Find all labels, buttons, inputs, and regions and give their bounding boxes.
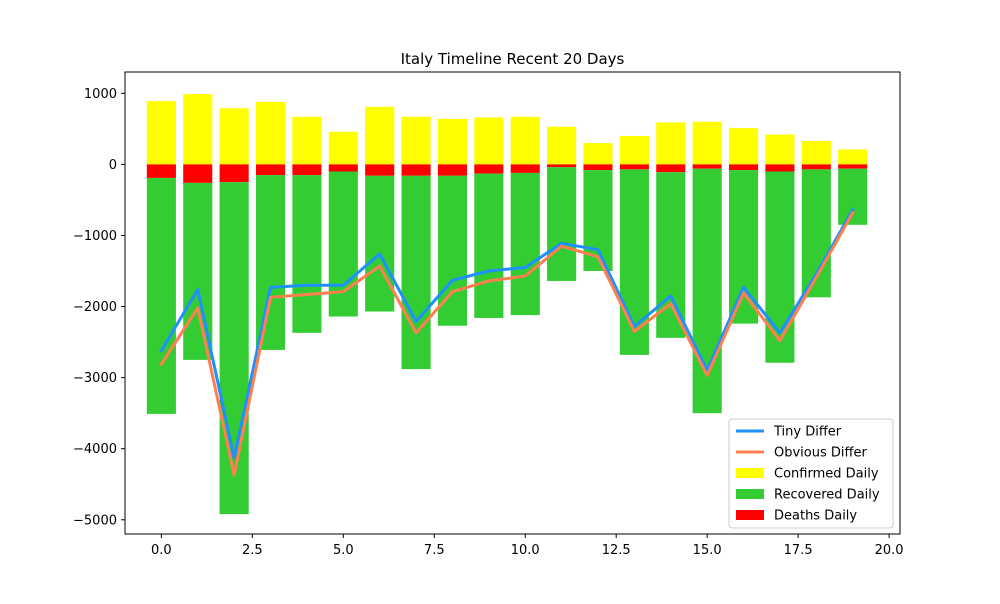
bars-layer: [146, 94, 868, 515]
deaths-bar: [547, 164, 577, 168]
y-tick-label: −4000: [73, 442, 117, 457]
confirmed-bar: [219, 108, 249, 165]
confirmed-bar: [510, 116, 540, 165]
recovered-bar: [219, 182, 249, 515]
legend-box: [728, 418, 894, 529]
axes-layer: 0.0 2.5 5.0 7.5 10.0 12.5 15.0 17.5 20.0 1000 0 −10…: [73, 71, 904, 558]
recovered-bar: [328, 171, 358, 317]
confirmed-bar: [728, 128, 759, 165]
deaths-bar: [474, 164, 504, 174]
deaths-bar: [692, 164, 722, 169]
deaths-bar: [838, 164, 868, 169]
deaths-bar: [765, 164, 795, 172]
y-tick-label: 0: [109, 158, 117, 173]
y-tick-label: −3000: [73, 371, 117, 386]
recovered-bar: [510, 172, 540, 316]
recovered-bar: [255, 175, 286, 350]
deaths-bar: [255, 164, 286, 176]
deaths-bar: [183, 164, 213, 183]
legend-patch-swatch: [736, 468, 764, 478]
confirmed-bar: [401, 116, 431, 165]
legend-patch-swatch: [736, 489, 764, 499]
legend-label: Obvious Differ: [774, 446, 867, 461]
deaths-bar: [219, 164, 249, 183]
confirmed-bar: [692, 121, 722, 165]
recovered-bar: [474, 173, 504, 318]
tiny-differ-line: [159, 207, 855, 460]
y-tick-label: 1000: [84, 87, 117, 102]
confirmed-bar: [255, 101, 286, 165]
legend-label: Deaths Daily: [774, 509, 857, 524]
confirmed-bar: [801, 140, 831, 165]
legend-label: Recovered Daily: [774, 488, 880, 503]
x-tick-label: 2.5: [242, 543, 263, 558]
recovered-bar: [146, 177, 176, 414]
plot-frame: [124, 71, 901, 535]
legend-patch-swatch: [736, 510, 764, 520]
chart-title: Italy Timeline Recent 20 Days: [401, 50, 625, 68]
deaths-bar: [656, 164, 686, 173]
confirmed-bar: [474, 117, 504, 165]
deaths-bar: [619, 164, 649, 170]
x-tick-label: 12.5: [602, 543, 631, 558]
deaths-bar: [292, 164, 322, 176]
confirmed-bar: [656, 122, 686, 165]
x-tick-label: 20.0: [875, 543, 904, 558]
confirmed-bar: [365, 106, 395, 165]
deaths-bar: [583, 164, 613, 171]
deaths-bar: [401, 164, 431, 176]
deaths-bar: [365, 164, 395, 176]
confirmed-bar: [838, 149, 868, 165]
deaths-bar: [728, 164, 759, 171]
confirmed-bar: [292, 116, 322, 165]
confirmed-bar: [183, 94, 213, 165]
recovered-bar: [401, 175, 431, 370]
deaths-bar: [801, 164, 831, 170]
deaths-bar: [146, 164, 176, 178]
y-tick-label: −5000: [73, 513, 117, 528]
recovered-bar: [547, 167, 577, 281]
x-tick-label: 7.5: [424, 543, 445, 558]
deaths-bar: [437, 164, 468, 176]
x-tick-label: 15.0: [693, 543, 722, 558]
y-tick-label: −2000: [73, 300, 117, 315]
recovered-bar: [365, 175, 395, 312]
confirmed-bar: [547, 126, 577, 165]
confirmed-bar: [146, 101, 176, 165]
confirmed-bar: [765, 134, 795, 165]
x-tick-label: 10.0: [511, 543, 540, 558]
x-tick-label: 0.0: [151, 543, 172, 558]
legend: Tiny Differ Obvious Differ Confirmed Daily…: [728, 418, 894, 529]
y-tick-label: −1000: [73, 229, 117, 244]
x-tick-label: 5.0: [333, 543, 354, 558]
legend-label: Confirmed Daily: [774, 467, 879, 482]
legend-label: Tiny Differ: [773, 425, 842, 440]
deaths-bar: [328, 164, 358, 172]
recovered-bar: [838, 168, 868, 225]
obvious-differ-line: [159, 210, 855, 477]
x-tick-label: 17.5: [784, 543, 813, 558]
confirmed-bar: [328, 131, 358, 165]
confirmed-bar: [619, 135, 649, 165]
lines-layer: [159, 207, 855, 477]
confirmed-bar: [437, 118, 468, 165]
recovered-bar: [292, 175, 322, 333]
confirmed-bar: [583, 143, 613, 165]
deaths-bar: [510, 164, 540, 173]
